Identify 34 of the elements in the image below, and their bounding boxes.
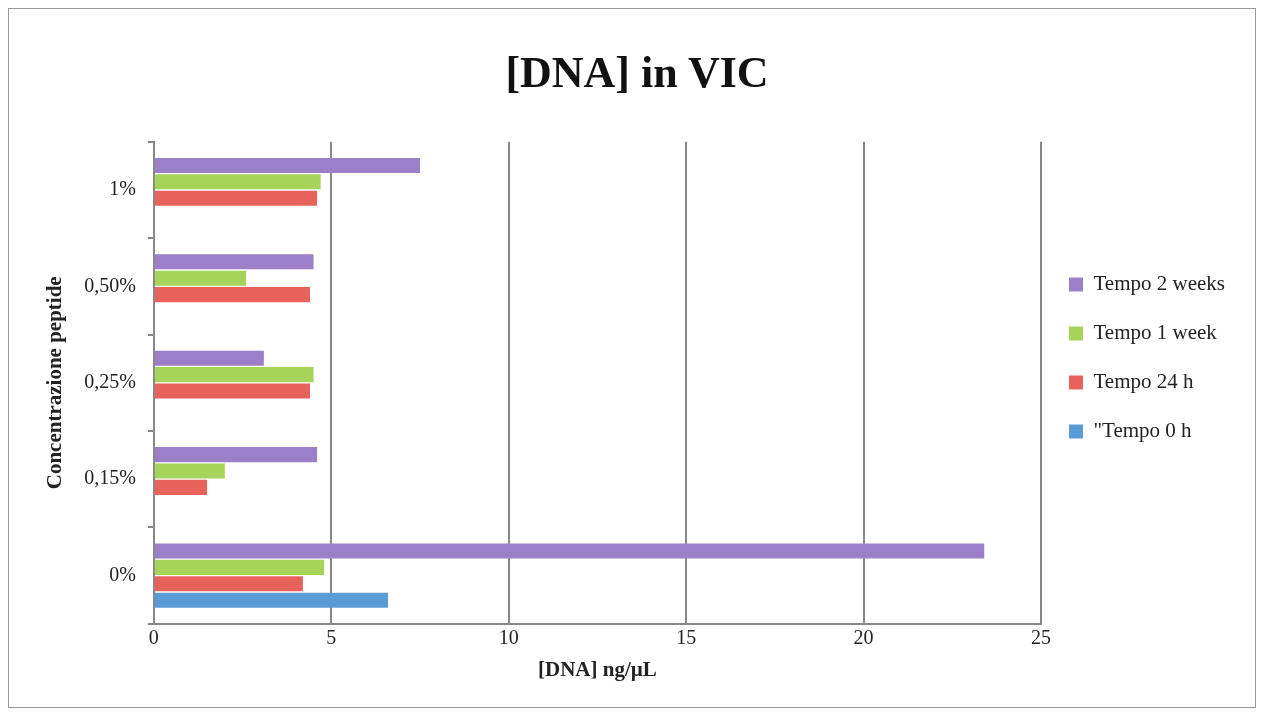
legend-label: Tempo 24 h	[1093, 369, 1195, 394]
legend-label: Tempo 2 weeks	[1093, 271, 1225, 296]
bar	[154, 447, 318, 463]
bar	[154, 350, 264, 366]
x-tick-label: 10	[498, 626, 519, 649]
x-tick-label: 20	[853, 626, 874, 649]
legend-label: "Tempo 0 h	[1093, 418, 1193, 443]
y-axis-title: Concentrazione peptide	[42, 276, 67, 490]
legend-label: Tempo 1 week	[1093, 320, 1218, 345]
x-tick-label: 15	[676, 626, 697, 649]
bar	[154, 270, 247, 286]
bar	[154, 287, 310, 303]
bar	[154, 190, 318, 206]
bar	[154, 383, 310, 399]
x-tick-label: 0	[148, 626, 159, 649]
y-tick-label: 0%	[109, 562, 136, 585]
bar	[154, 479, 208, 495]
y-tick-label: 0,15%	[84, 466, 136, 489]
x-tick-label: 5	[326, 626, 337, 649]
bar	[154, 559, 325, 575]
bar	[154, 592, 389, 608]
bar	[154, 157, 420, 173]
bar	[154, 463, 225, 479]
y-tick-label: 1%	[109, 177, 136, 200]
x-tick-label: 25	[1031, 626, 1051, 649]
x-axis-title: [DNA] ng/µL	[538, 656, 657, 681]
bar	[154, 576, 303, 592]
y-tick-label: 0,50%	[84, 273, 136, 296]
y-tick-label: 0,25%	[84, 370, 136, 393]
bar	[154, 174, 321, 190]
chart-title: [DNA] in VIC	[505, 47, 769, 97]
bar	[154, 543, 985, 559]
bar	[154, 254, 314, 270]
bar	[154, 367, 314, 383]
